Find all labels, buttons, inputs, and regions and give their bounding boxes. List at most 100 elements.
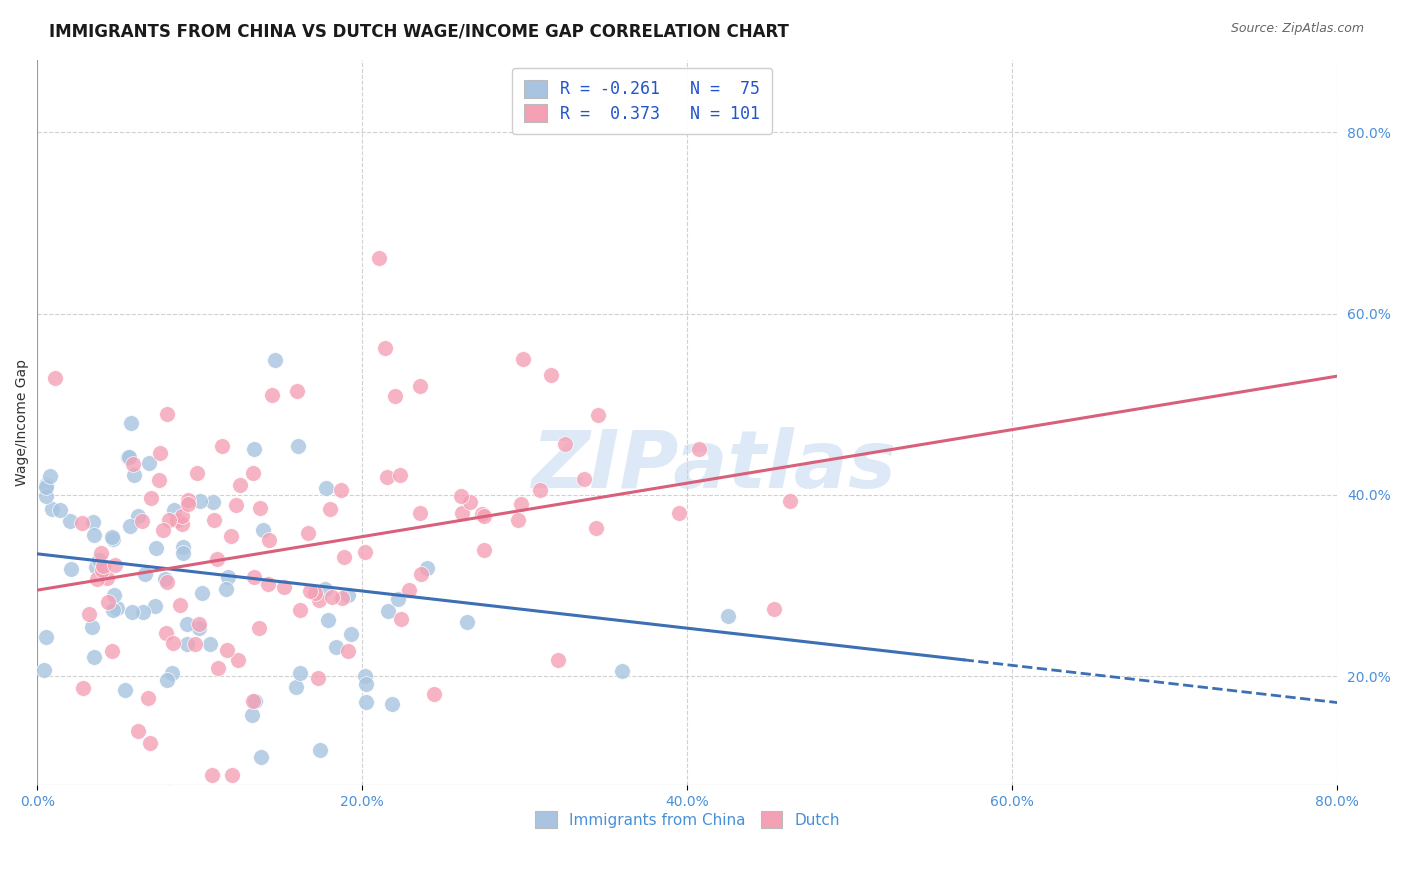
Point	[148, 473, 170, 487]
Point	[512, 351, 534, 366]
Point	[49, 503, 72, 517]
Point	[101, 531, 124, 545]
Point	[114, 683, 136, 698]
Point	[423, 687, 446, 701]
Point	[354, 695, 377, 709]
Point	[409, 378, 432, 392]
Point	[211, 439, 233, 453]
Point	[304, 586, 326, 600]
Point	[717, 608, 740, 623]
Point	[96, 571, 118, 585]
Point	[367, 251, 389, 265]
Point	[242, 570, 264, 584]
Point	[97, 595, 120, 609]
Point	[156, 673, 179, 687]
Point	[103, 588, 125, 602]
Point	[375, 470, 398, 484]
Point	[409, 567, 432, 582]
Point	[82, 515, 104, 529]
Point	[215, 582, 238, 596]
Point	[143, 599, 166, 614]
Point	[252, 524, 274, 538]
Point	[387, 592, 409, 607]
Point	[308, 743, 330, 757]
Point	[89, 553, 111, 567]
Y-axis label: Wage/Income Gap: Wage/Income Gap	[15, 359, 30, 486]
Point	[318, 502, 340, 516]
Point	[117, 450, 139, 464]
Point	[547, 653, 569, 667]
Point	[172, 546, 194, 560]
Point	[340, 626, 363, 640]
Point	[90, 563, 112, 577]
Text: IMMIGRANTS FROM CHINA VS DUTCH WAGE/INCOME GAP CORRELATION CHART: IMMIGRANTS FROM CHINA VS DUTCH WAGE/INCO…	[49, 22, 789, 40]
Point	[416, 561, 439, 575]
Point	[34, 489, 56, 503]
Point	[156, 407, 179, 421]
Point	[529, 483, 551, 498]
Point	[207, 661, 229, 675]
Point	[242, 694, 264, 708]
Point	[381, 697, 404, 711]
Point	[218, 570, 240, 584]
Point	[118, 450, 141, 464]
Point	[354, 544, 377, 558]
Point	[184, 637, 207, 651]
Point	[243, 694, 266, 708]
Point	[58, 514, 80, 528]
Point	[200, 768, 222, 782]
Point	[163, 502, 186, 516]
Point	[572, 472, 595, 486]
Point	[225, 498, 247, 512]
Point	[103, 602, 125, 616]
Point	[127, 724, 149, 739]
Point	[472, 543, 495, 558]
Point	[540, 368, 562, 383]
Point	[456, 615, 478, 629]
Point	[188, 493, 211, 508]
Point	[377, 604, 399, 618]
Point	[337, 644, 360, 658]
Point	[186, 466, 208, 480]
Point	[585, 521, 607, 535]
Point	[288, 603, 311, 617]
Point	[325, 640, 347, 654]
Point	[384, 389, 406, 403]
Point	[120, 519, 142, 533]
Point	[101, 532, 124, 546]
Point	[177, 493, 200, 508]
Point	[330, 483, 353, 497]
Point	[198, 637, 221, 651]
Point	[554, 437, 576, 451]
Point	[287, 439, 309, 453]
Point	[298, 584, 321, 599]
Point	[35, 478, 58, 492]
Point	[124, 467, 146, 482]
Point	[389, 612, 412, 626]
Point	[333, 549, 356, 564]
Point	[172, 508, 194, 523]
Point	[330, 591, 353, 606]
Point	[145, 541, 167, 555]
Point	[779, 494, 801, 508]
Point	[256, 576, 278, 591]
Point	[288, 666, 311, 681]
Point	[242, 442, 264, 457]
Point	[308, 593, 330, 607]
Text: ZIPatlas: ZIPatlas	[531, 427, 896, 505]
Point	[39, 469, 62, 483]
Point	[121, 605, 143, 619]
Point	[32, 663, 55, 677]
Point	[149, 445, 172, 459]
Text: Source: ZipAtlas.com: Source: ZipAtlas.com	[1230, 22, 1364, 36]
Point	[169, 598, 191, 612]
Point	[127, 509, 149, 524]
Point	[79, 607, 101, 621]
Point	[762, 601, 785, 615]
Point	[221, 528, 243, 542]
Point	[450, 489, 472, 503]
Point	[83, 528, 105, 542]
Point	[82, 620, 104, 634]
Point	[131, 514, 153, 528]
Point	[159, 786, 181, 800]
